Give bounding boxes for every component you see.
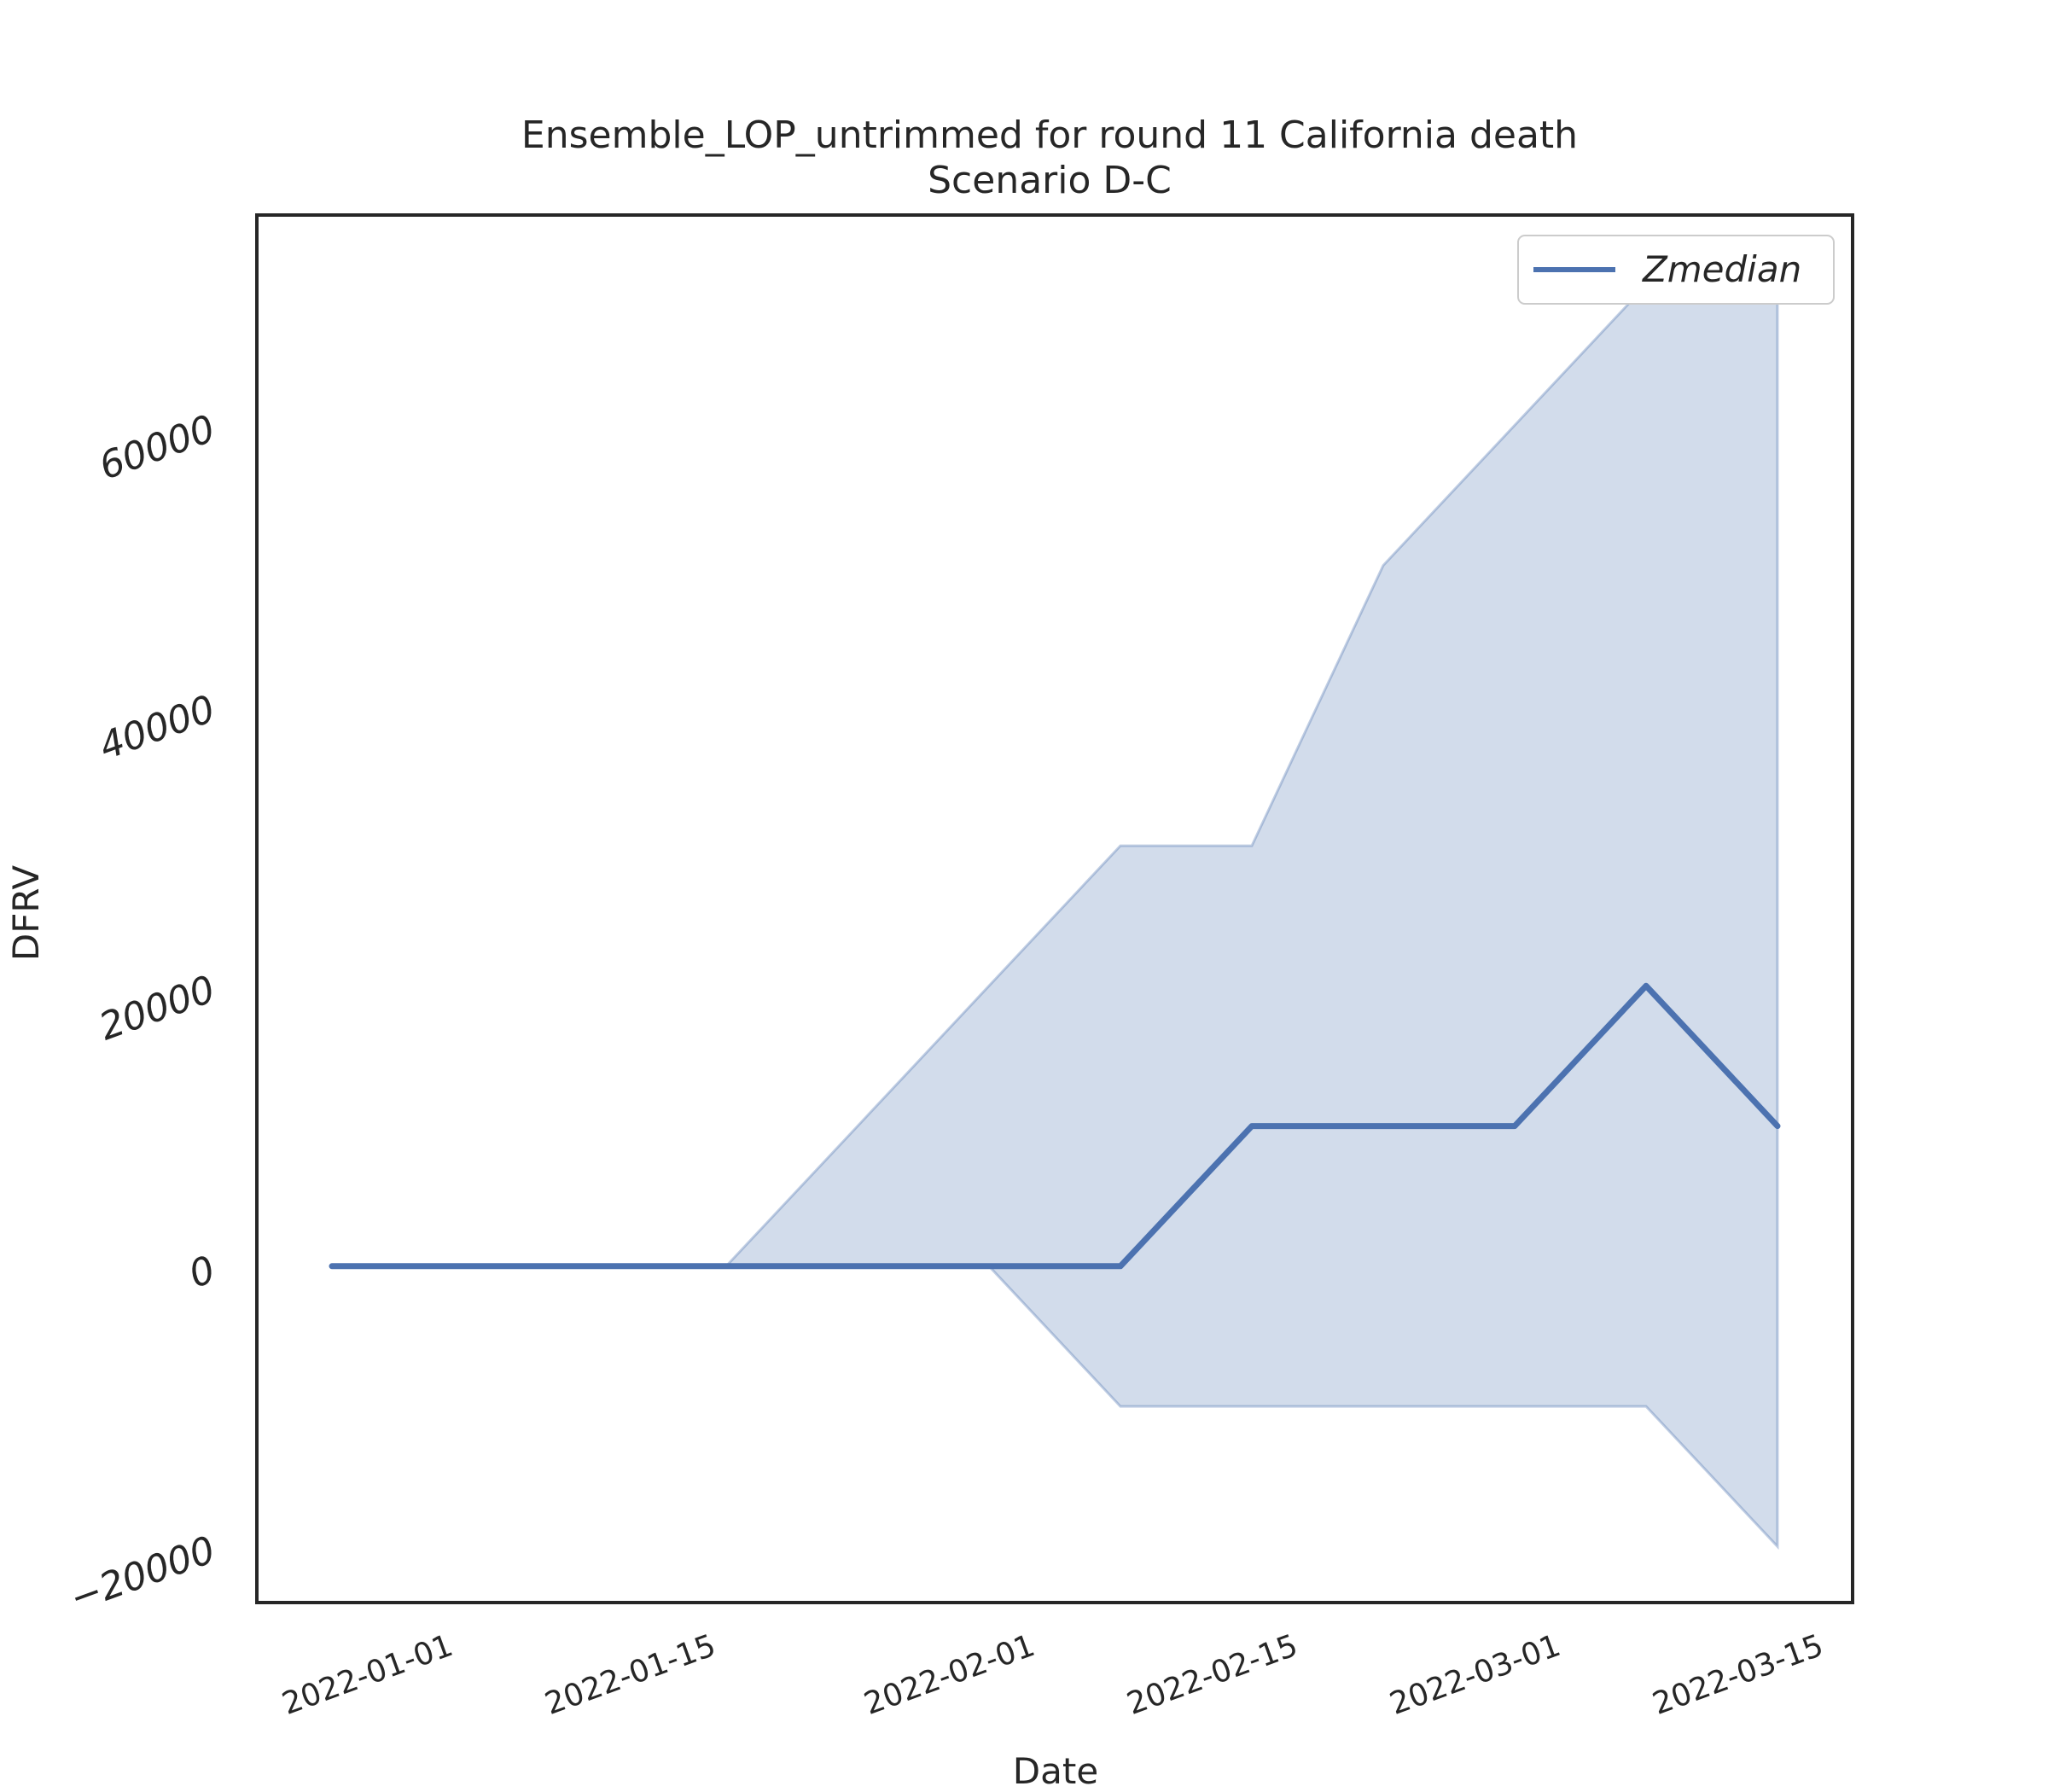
- y-axis-label: DFRV: [5, 865, 47, 961]
- x-tick-label: 2022-02-01: [859, 1628, 1039, 1722]
- plot-frame: [255, 213, 1854, 1604]
- x-axis-ticks: 2022-01-01 2022-01-15 2022-02-01 2022-02-15…: [277, 1628, 1828, 1722]
- series-layer: [329, 982, 1781, 1270]
- y-tick-label: −20000: [64, 1528, 221, 1620]
- y-tick-label: 40000: [94, 687, 221, 769]
- legend: Zmedian: [1517, 235, 1835, 305]
- legend-label-zmedian: Zmedian: [1642, 248, 1801, 290]
- uncertainty-band: [332, 283, 1779, 1551]
- x-tick-label: 2022-03-01: [1385, 1628, 1565, 1722]
- x-axis-label: Date: [1013, 1750, 1098, 1792]
- x-tick-label: 2022-01-15: [540, 1628, 720, 1722]
- y-axis-ticks: −20000 0 20000 40000 60000: [64, 407, 221, 1620]
- chart-subtitle: Scenario D-C: [928, 159, 1172, 202]
- series-line-zmedian: [329, 982, 1781, 1270]
- y-tick-label: 20000: [94, 968, 221, 1050]
- x-tick-label: 2022-03-15: [1648, 1628, 1828, 1722]
- chart-title: Ensemble_LOP_untrimmed for round 11 Cali…: [521, 113, 1578, 157]
- y-tick-label: 60000: [94, 407, 221, 489]
- plot-area: [329, 283, 1781, 1551]
- y-tick-label: 0: [183, 1248, 221, 1297]
- x-tick-label: 2022-02-15: [1122, 1628, 1302, 1722]
- x-tick-label: 2022-01-01: [277, 1628, 457, 1722]
- legend-box: [1517, 235, 1835, 305]
- band-layer: [332, 283, 1779, 1551]
